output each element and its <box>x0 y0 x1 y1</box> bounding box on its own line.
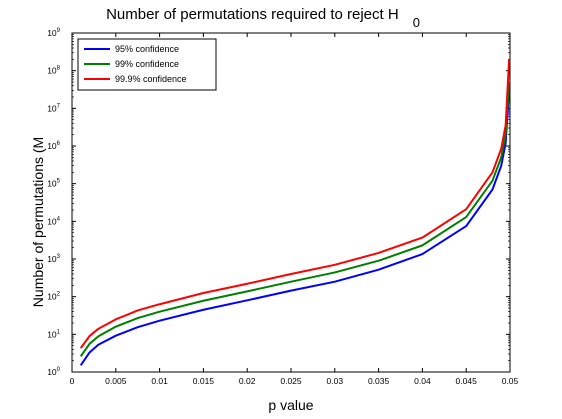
x-tick-label: 0.02 <box>239 376 256 386</box>
y-tick-label: 105 <box>47 179 60 189</box>
x-tick-label: 0.05 <box>502 376 519 386</box>
legend-label: 99.9% confidence <box>115 74 187 84</box>
series-line-3 <box>79 59 511 349</box>
chart-title: Number of permutations required to rejec… <box>106 6 420 30</box>
x-tick-label: 0.045 <box>456 376 478 386</box>
y-tick-label: 104 <box>47 216 60 226</box>
x-tick-label: 0.035 <box>368 376 390 386</box>
x-axis-title: p value <box>268 397 313 413</box>
x-tick-label: 0.025 <box>280 376 302 386</box>
y-tick-label: 108 <box>47 66 60 76</box>
series-line-1 <box>79 90 511 366</box>
y-tick-label: 109 <box>47 28 60 38</box>
y-tick-label: 100 <box>47 367 60 377</box>
legend: 95% confidence 99% confidence 99.9% confid… <box>77 38 217 91</box>
y-tick-label: 103 <box>47 254 60 264</box>
x-tick-label: 0.01 <box>151 376 168 386</box>
x-tick-label: 0.04 <box>414 376 431 386</box>
series-line-2 <box>79 81 511 357</box>
x-tick-label: 0.005 <box>105 376 127 386</box>
x-tick-label: 0 <box>70 376 75 386</box>
y-tick-label: 101 <box>47 329 60 339</box>
y-tick-label: 102 <box>47 292 60 302</box>
y-axis-title: Number of permutations (M <box>30 137 46 307</box>
y-tick-label: 107 <box>47 103 60 113</box>
x-tick-label: 0.03 <box>327 376 344 386</box>
legend-label: 99% confidence <box>115 59 179 69</box>
x-tick-label: 0.015 <box>193 376 215 386</box>
y-tick-label: 106 <box>47 141 60 151</box>
legend-label: 95% confidence <box>115 44 179 54</box>
